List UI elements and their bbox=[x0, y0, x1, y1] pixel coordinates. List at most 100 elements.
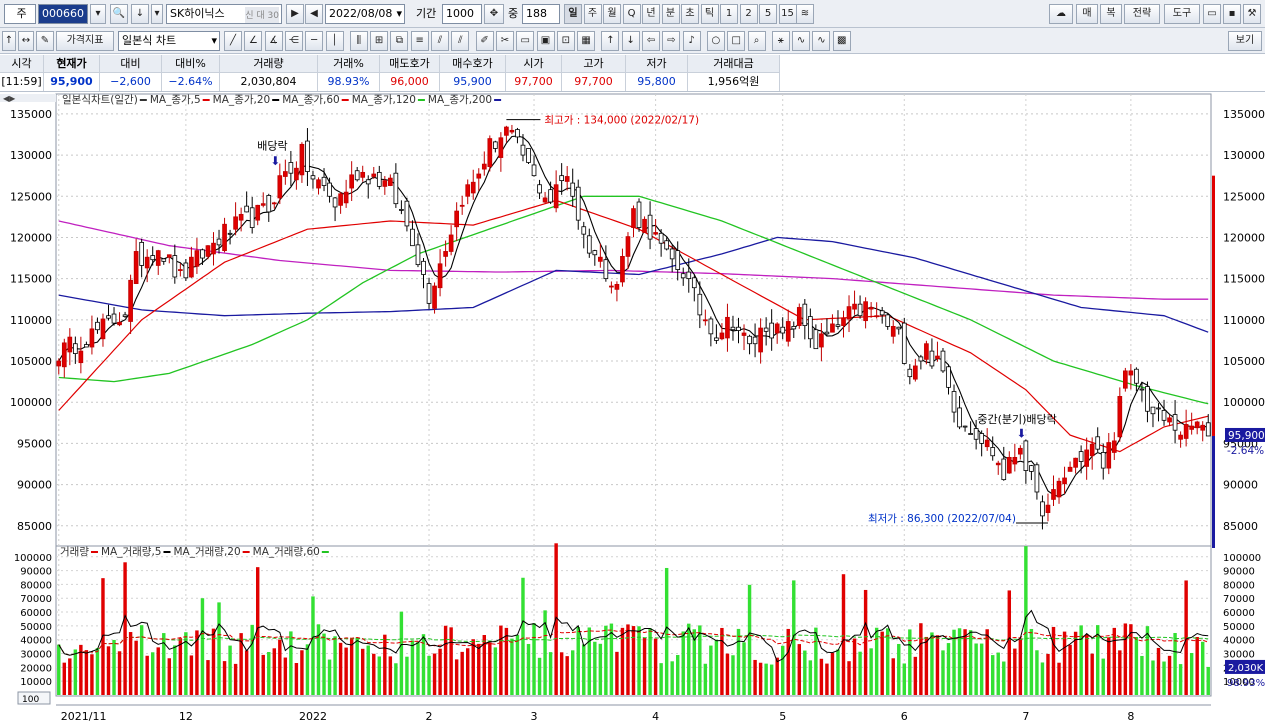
volume-tick-label: 40000 bbox=[1223, 636, 1255, 647]
volume-bar bbox=[803, 650, 807, 695]
interval-button[interactable]: Q bbox=[622, 4, 641, 24]
frame-icon[interactable]: ⊡ bbox=[556, 31, 575, 51]
box-icon[interactable]: ⧉ bbox=[390, 31, 409, 51]
cycle-icon[interactable]: ⫼ bbox=[349, 31, 368, 51]
interval-button[interactable]: 틱 bbox=[700, 4, 719, 24]
sort-icon[interactable]: ↓ bbox=[131, 4, 149, 24]
next-icon[interactable]: ▶ bbox=[286, 4, 304, 24]
pen-icon[interactable]: ✐ bbox=[475, 31, 494, 51]
arrow-right-icon[interactable]: ⇨ bbox=[662, 31, 681, 51]
interval-button[interactable]: 월 bbox=[603, 4, 621, 24]
candle bbox=[714, 337, 719, 341]
table-icon[interactable]: ▦ bbox=[577, 31, 596, 51]
view-button[interactable]: 보기 bbox=[1228, 31, 1262, 51]
up-arrow-icon[interactable]: ↑ bbox=[2, 31, 16, 51]
count-input[interactable]: 188 bbox=[522, 4, 560, 24]
arc-icon[interactable]: ∡ bbox=[264, 31, 283, 51]
candle bbox=[907, 368, 913, 378]
interval-button[interactable]: 1 bbox=[720, 4, 738, 24]
fill-icon[interactable]: ▣ bbox=[536, 31, 555, 51]
trendline-icon[interactable]: ╱ bbox=[224, 31, 242, 51]
strategy-button[interactable]: 전략 bbox=[1124, 4, 1160, 24]
candle bbox=[1172, 414, 1178, 431]
cut-icon[interactable]: ✂ bbox=[495, 31, 514, 51]
folder-icon[interactable]: ▭ bbox=[1203, 4, 1221, 24]
interval-button[interactable]: 15 bbox=[778, 4, 797, 24]
arrow-up-icon[interactable]: ↑ bbox=[601, 31, 620, 51]
volume-bar bbox=[333, 636, 337, 695]
cloud-icon[interactable]: ☁ bbox=[1049, 4, 1073, 24]
dropdown-icon[interactable]: ▾ bbox=[151, 4, 163, 24]
candle bbox=[1062, 477, 1067, 485]
interval-button[interactable]: 2 bbox=[739, 4, 758, 24]
price-tick-label: 125000 bbox=[10, 190, 52, 203]
volume-bar bbox=[847, 661, 851, 695]
wave-icon[interactable]: ≋ bbox=[796, 4, 814, 24]
interval-button[interactable]: 일 bbox=[564, 4, 582, 24]
candle bbox=[249, 207, 255, 228]
candle bbox=[371, 173, 377, 177]
period-input[interactable]: 1000 bbox=[442, 4, 482, 24]
date-input[interactable]: 2022/08/08 ▾ bbox=[325, 4, 405, 24]
angle-icon[interactable]: ∠ bbox=[244, 31, 263, 51]
wave2-icon[interactable]: ∿ bbox=[812, 31, 831, 51]
volume-bar bbox=[1118, 650, 1122, 695]
arrow-down-icon[interactable]: ↓ bbox=[621, 31, 640, 51]
interval-button[interactable]: 분 bbox=[661, 4, 680, 24]
save-icon[interactable]: ▪ bbox=[1223, 4, 1241, 24]
candle bbox=[498, 137, 504, 158]
volume-bar bbox=[1095, 625, 1100, 695]
arrow-left-icon[interactable]: ⇦ bbox=[642, 31, 660, 51]
vline-icon[interactable]: │ bbox=[325, 31, 344, 51]
star-icon[interactable]: ⚹ bbox=[771, 31, 790, 51]
channel-icon[interactable]: ⫽ bbox=[431, 31, 449, 51]
rect-icon[interactable]: ▭ bbox=[516, 31, 535, 51]
volume-bar bbox=[465, 648, 470, 695]
candle bbox=[1095, 436, 1101, 450]
market-select[interactable]: 주 bbox=[4, 4, 36, 24]
candle bbox=[122, 314, 128, 317]
note-icon[interactable]: ♪ bbox=[682, 31, 701, 51]
volume-scale-label: 100 bbox=[22, 695, 39, 705]
interval-button[interactable]: 초 bbox=[681, 4, 699, 24]
fibo-icon[interactable]: ≡ bbox=[410, 31, 429, 51]
multi-button[interactable]: 복 bbox=[1100, 4, 1122, 24]
zoom-icon[interactable]: ⌕ bbox=[747, 31, 766, 51]
code-input[interactable]: 000660 bbox=[38, 4, 88, 24]
edit-icon[interactable]: ✎ bbox=[36, 31, 54, 51]
hline-icon[interactable]: ─ bbox=[305, 31, 324, 51]
interval-button[interactable]: 5 bbox=[759, 4, 777, 24]
fan-icon[interactable]: ⋲ bbox=[284, 31, 303, 51]
indicator-button[interactable]: 가격지표 bbox=[56, 31, 114, 51]
buy-sell-button[interactable]: 매 bbox=[1076, 4, 1098, 24]
candle bbox=[316, 179, 321, 189]
high-note: 최고가 : 134,000 (2022/02/17) bbox=[544, 115, 699, 127]
interval-button[interactable]: 년 bbox=[642, 4, 660, 24]
search-icon[interactable]: 🔍 bbox=[110, 4, 128, 24]
toolbar-top: 주 000660 ▾ 🔍 ↓ ▾ SK하이닉스 신 대 30 ▶ ◀ 2022/0… bbox=[0, 0, 1265, 28]
volume-bar bbox=[725, 653, 730, 695]
interval-button[interactable]: 주 bbox=[583, 4, 602, 24]
expand-icon[interactable]: ↔ bbox=[18, 31, 34, 51]
parallel-icon[interactable]: ⫽ bbox=[451, 31, 470, 51]
chart-type-select[interactable]: 일본식 차트 ▾ bbox=[118, 31, 220, 51]
price-tick-label: 85000 bbox=[1223, 520, 1258, 533]
move-icon[interactable]: ✥ bbox=[484, 4, 504, 24]
tools-button[interactable]: 도구 bbox=[1164, 4, 1200, 24]
prev-icon[interactable]: ◀ bbox=[305, 4, 323, 24]
wave-icon[interactable]: ∿ bbox=[792, 31, 811, 51]
candle bbox=[437, 263, 443, 289]
volume-bar bbox=[681, 631, 685, 695]
pattern-icon[interactable]: ▩ bbox=[832, 31, 851, 51]
square-icon[interactable]: □ bbox=[727, 31, 746, 51]
grid-icon[interactable]: ⊞ bbox=[370, 31, 389, 51]
dropdown-icon[interactable]: ▾ bbox=[90, 4, 106, 24]
candle bbox=[238, 213, 244, 221]
circle-icon[interactable]: ○ bbox=[706, 31, 725, 51]
low-note: 최저가 : 86,300 (2022/07/04) bbox=[868, 513, 1016, 525]
wrench-icon[interactable]: ⚒ bbox=[1243, 4, 1261, 24]
candle bbox=[150, 255, 156, 261]
volume-bar bbox=[521, 577, 525, 695]
candle bbox=[376, 171, 382, 187]
